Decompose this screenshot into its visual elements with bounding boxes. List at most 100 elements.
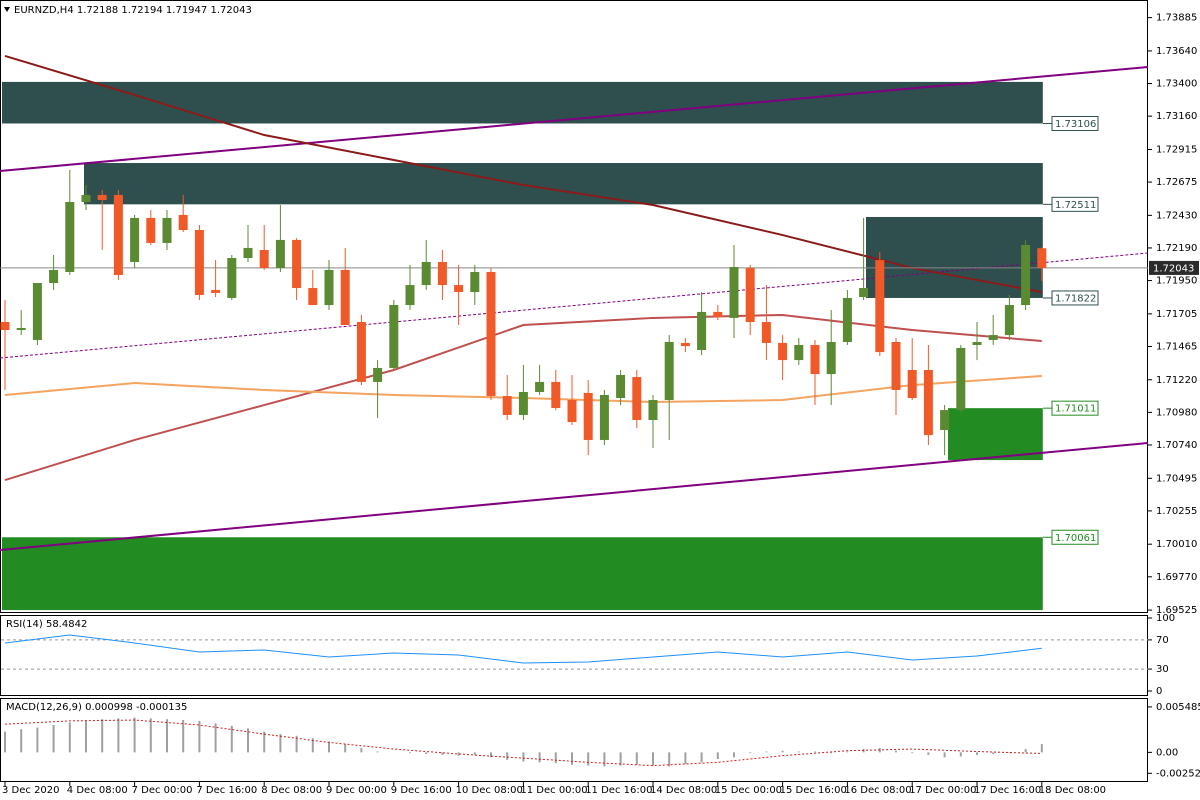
- y-tick-label: 1.73640: [1156, 46, 1197, 57]
- zone-label-box: [1051, 290, 1099, 306]
- candle-body: [680, 342, 690, 347]
- y-tick-label: 1.73400: [1156, 79, 1197, 90]
- y-tick-label: 1.69770: [1156, 572, 1197, 583]
- y-tick-label: 1.73885: [1156, 13, 1197, 24]
- candle-body: [211, 289, 221, 293]
- candle-body: [551, 381, 561, 409]
- candle-body: [389, 305, 399, 368]
- zone: [2, 81, 1043, 124]
- macd-title: MACD(12,26,9) 0.000998 -0.000135: [6, 702, 187, 713]
- x-tick-label: 15 Dec 16:00: [780, 785, 847, 796]
- candle-body: [130, 217, 140, 262]
- candle-body: [567, 400, 577, 423]
- y-tick-label: 1.70980: [1156, 407, 1197, 418]
- candle-body: [340, 269, 350, 326]
- macd-panel: [0, 698, 1148, 782]
- candle-body: [146, 217, 156, 243]
- y-tick-label: 1.70495: [1156, 473, 1197, 484]
- candle-body: [178, 214, 188, 231]
- x-tick-label: 9 Dec 16:00: [391, 785, 452, 796]
- candle-body: [988, 335, 998, 340]
- candle-body: [891, 341, 901, 390]
- header: EURNZD,H4 1.72188 1.72194 1.71947 1.7204…: [14, 5, 252, 16]
- zone-label: 1.70061: [1055, 533, 1096, 544]
- y-tick-label: 1.71705: [1156, 309, 1197, 320]
- rsi-title: RSI(14) 58.4842: [6, 619, 87, 630]
- candle-body: [632, 377, 642, 420]
- candle-body: [972, 341, 982, 345]
- candle-body: [32, 283, 42, 340]
- candle-body: [49, 269, 59, 284]
- zone-label: 1.72511: [1055, 200, 1096, 211]
- y-tick-label: 1.70740: [1156, 440, 1197, 451]
- zone-label: 1.71011: [1055, 404, 1096, 415]
- x-tick-label: 14 Dec 08:00: [650, 785, 717, 796]
- header-arrow: [4, 7, 10, 12]
- candle-body: [842, 297, 852, 342]
- candle-body: [956, 347, 966, 411]
- candle-body: [761, 322, 771, 343]
- x-tick-label: 15 Dec 00:00: [715, 785, 782, 796]
- candle-body: [486, 272, 496, 397]
- candle-body: [162, 217, 172, 243]
- y-tick-label: 0: [1156, 686, 1162, 697]
- x-tick-label: 9 Dec 00:00: [326, 785, 387, 796]
- candle-body: [923, 369, 933, 436]
- candle-body: [227, 258, 237, 298]
- candle-body: [810, 344, 820, 375]
- x-tick-label: 4 Dec 08:00: [67, 785, 128, 796]
- zone-label: 1.71822: [1055, 293, 1096, 304]
- zone-label-box: [1051, 400, 1099, 416]
- candle-body: [356, 322, 366, 382]
- x-tick-label: 10 Dec 08:00: [456, 785, 523, 796]
- x-tick-label: 17 Dec 00:00: [909, 785, 976, 796]
- x-tick-label: 11 Dec 16:00: [585, 785, 652, 796]
- candle-body: [907, 369, 917, 398]
- candle-body: [421, 261, 431, 286]
- zone-label-box: [1051, 196, 1099, 212]
- candle-body: [97, 194, 107, 200]
- x-tick-label: 7 Dec 00:00: [132, 785, 193, 796]
- candle-body: [664, 341, 674, 401]
- candle-body: [502, 396, 512, 415]
- candle-body: [745, 267, 755, 323]
- candle-body: [113, 194, 123, 275]
- candle-body: [454, 285, 464, 292]
- candle-body: [826, 341, 836, 375]
- x-tick-label: 11 Dec 00:00: [520, 785, 587, 796]
- candle-body: [794, 344, 804, 361]
- candle-body: [648, 400, 658, 420]
- y-tick-label: 0.005485: [1156, 702, 1200, 713]
- y-tick-label: 1.72430: [1156, 210, 1197, 221]
- candle-body: [373, 367, 383, 382]
- candle-body: [616, 375, 626, 398]
- y-tick-label: 1.72915: [1156, 144, 1197, 155]
- moving-average: [4, 313, 1042, 482]
- candle-body: [713, 311, 723, 317]
- candle-body: [1037, 248, 1047, 268]
- x-tick-label: 17 Dec 16:00: [974, 785, 1041, 796]
- y-tick-label: 70: [1156, 635, 1169, 646]
- y-tick-label: 1.71220: [1156, 375, 1197, 386]
- x-tick-label: 16 Dec 08:00: [844, 785, 911, 796]
- rsi-panel: [0, 615, 1148, 696]
- candle-body: [437, 261, 447, 286]
- moving-average: [4, 54, 1042, 293]
- zone: [84, 163, 1043, 205]
- trend-line: [0, 441, 1149, 552]
- x-tick-label: 18 Dec 08:00: [1039, 785, 1106, 796]
- candle-body: [324, 269, 334, 306]
- candle-body: [405, 285, 415, 306]
- candle-body: [599, 394, 609, 440]
- current-price-label: 1.72043: [1153, 263, 1194, 274]
- candle-body: [65, 202, 75, 273]
- candle-body: [16, 327, 26, 331]
- current-price-box: [1149, 260, 1199, 275]
- y-tick-label: 1.69525: [1156, 605, 1197, 616]
- x-tick-label: 8 Dec 08:00: [261, 785, 322, 796]
- zone: [866, 216, 1043, 298]
- zone: [2, 537, 1043, 611]
- zone-label-box: [1051, 115, 1099, 131]
